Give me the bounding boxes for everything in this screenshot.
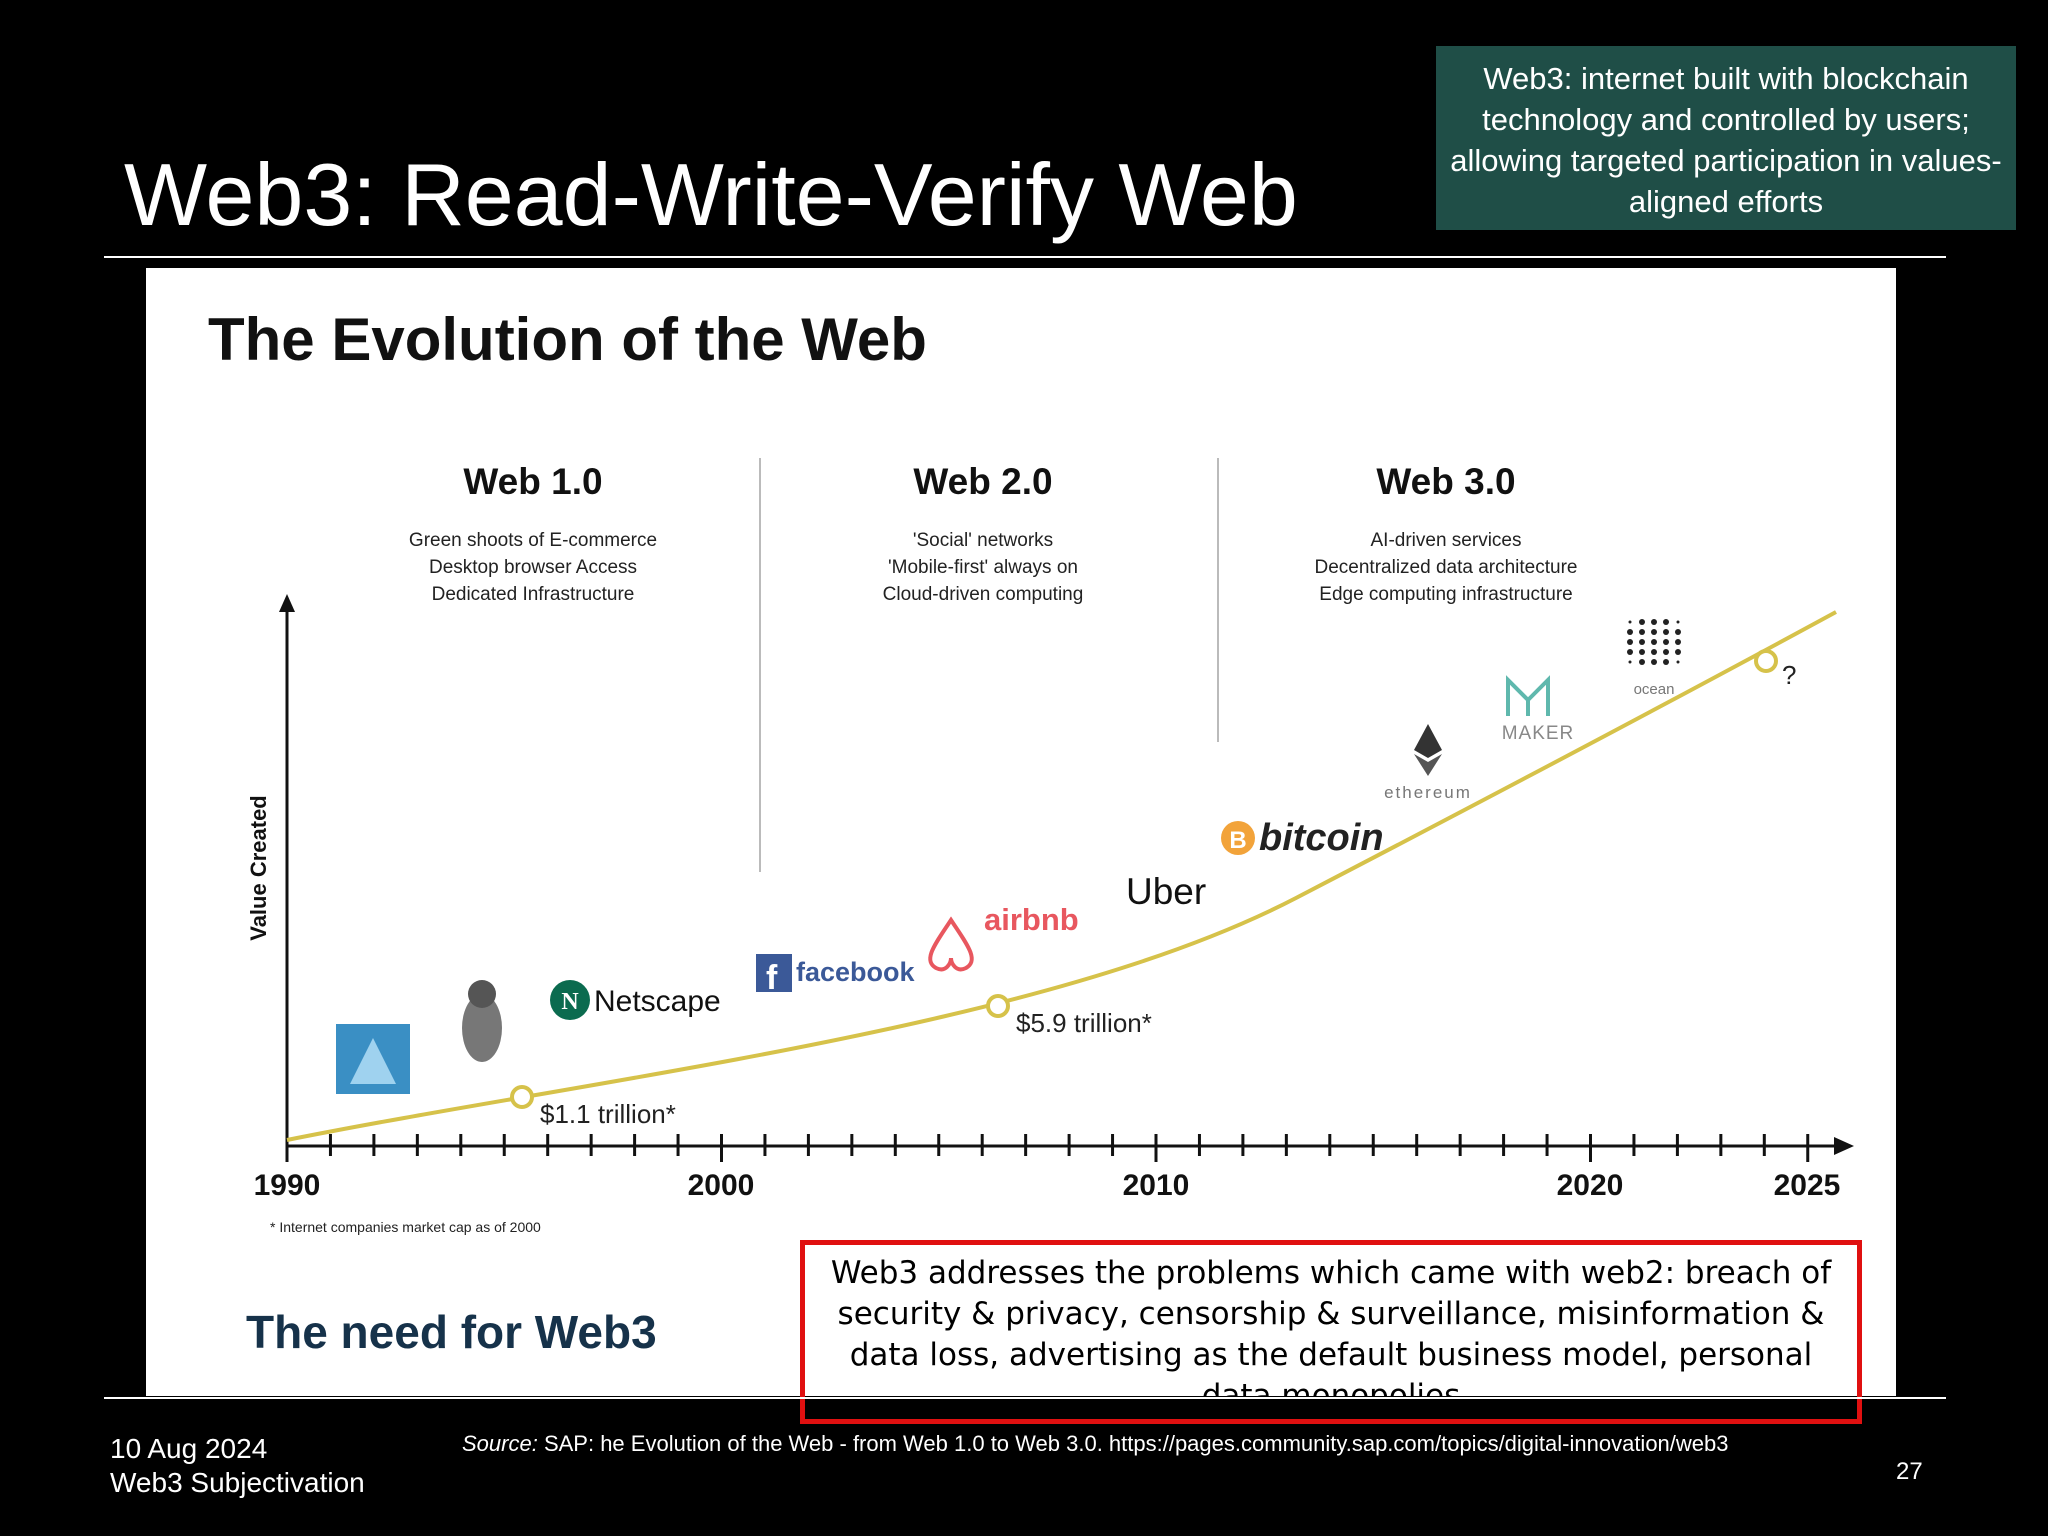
era-heading: Web 3.0 [1376, 461, 1515, 502]
ocean-dot [1675, 629, 1681, 635]
early-company-logo [336, 1024, 410, 1094]
source-text: SAP: he Evolution of the Web - from Web … [543, 1431, 1729, 1456]
x-tick-label: 2000 [688, 1169, 755, 1202]
era-heading: Web 1.0 [463, 461, 602, 502]
ocean-logo: ocean [1627, 619, 1681, 698]
ocean-dot [1675, 649, 1681, 655]
milestone-label: $5.9 trillion* [1016, 1008, 1152, 1038]
svg-text:bitcoin: bitcoin [1259, 817, 1384, 859]
y-axis-arrow [279, 594, 295, 612]
ocean-dot [1651, 639, 1657, 645]
era-description-line: Dedicated Infrastructure [432, 584, 635, 605]
x-tick-label: 2010 [1123, 1169, 1190, 1202]
bitcoin-logo: B bitcoin [1221, 817, 1384, 859]
ocean-dot [1675, 639, 1681, 645]
ocean-dot [1651, 629, 1657, 635]
page-number: 27 [1896, 1458, 1923, 1485]
era-description-line: Green shoots of E-commerce [409, 530, 657, 551]
evolution-chart: The Evolution of the Web Web 1.0 Web 2.0… [208, 306, 1854, 1358]
milestone-label: ? [1782, 660, 1796, 690]
ocean-dot [1639, 619, 1645, 625]
ocean-dot [1663, 639, 1669, 645]
evolution-figure: The Evolution of the Web Web 1.0 Web 2.0… [146, 268, 1896, 1396]
y-axis-label: Value Created [246, 795, 271, 941]
svg-text:facebook: facebook [796, 957, 916, 987]
uber-logo: Uber [1126, 871, 1206, 912]
value-curve [286, 610, 1837, 1142]
ocean-dot [1651, 619, 1657, 625]
era-description-line: Cloud-driven computing [883, 584, 1084, 605]
x-tick-label: 2020 [1557, 1169, 1624, 1202]
figure-title: The Evolution of the Web [208, 306, 927, 373]
milestone-marker [986, 994, 1010, 1018]
era-description-line: 'Social' networks [913, 530, 1053, 551]
milestone-marker [1754, 649, 1778, 673]
svg-text:airbnb: airbnb [984, 902, 1079, 937]
svg-text:ethereum: ethereum [1384, 783, 1472, 802]
mascot-logo [462, 980, 502, 1062]
era-description-line: Desktop browser Access [429, 557, 637, 578]
x-tick-label: 1990 [254, 1169, 321, 1202]
svg-text:Netscape: Netscape [594, 985, 721, 1018]
ocean-dot [1663, 659, 1669, 665]
ocean-dot [1651, 659, 1657, 665]
facebook-logo: f facebook [756, 954, 916, 997]
ocean-dot [1639, 649, 1645, 655]
ocean-dot [1676, 660, 1680, 664]
era-heading: Web 2.0 [913, 461, 1052, 502]
svg-text:MAKER: MAKER [1502, 723, 1575, 744]
ocean-dot [1663, 649, 1669, 655]
x-tick-label: 2025 [1774, 1169, 1841, 1202]
ocean-dot [1639, 629, 1645, 635]
need-heading: The need for Web3 [246, 1306, 657, 1358]
svg-text:B: B [1229, 827, 1246, 854]
definition-box: Web3: internet built with blockchain tec… [1436, 46, 2016, 230]
ethereum-logo: ethereum [1384, 724, 1472, 802]
era-description-line: Edge computing infrastructure [1319, 584, 1572, 605]
ocean-dot [1639, 659, 1645, 665]
svg-text:N: N [561, 989, 579, 1015]
maker-logo: MAKER [1502, 675, 1575, 744]
figure-footnote: * Internet companies market cap as of 20… [270, 1219, 541, 1235]
milestone-marker [510, 1085, 534, 1109]
ocean-dot [1628, 660, 1632, 664]
slide-title: Web3: Read-Write-Verify Web [124, 145, 1298, 244]
ocean-dot [1663, 629, 1669, 635]
ocean-dot [1651, 649, 1657, 655]
netscape-logo: N Netscape [550, 980, 721, 1020]
airbnb-logo: airbnb [928, 902, 1079, 972]
ocean-dot [1627, 629, 1633, 635]
era-description-line: Decentralized data architecture [1315, 557, 1578, 578]
footer-date: 10 Aug 2024 [110, 1433, 268, 1464]
milestone-label: $1.1 trillion* [540, 1099, 676, 1129]
ocean-dot [1676, 620, 1680, 624]
title-divider [104, 256, 1946, 258]
x-axis-arrow [1834, 1137, 1854, 1155]
ocean-dot [1628, 620, 1632, 624]
footer-source: Source: SAP: he Evolution of the Web - f… [462, 1430, 1729, 1458]
footer-divider [104, 1397, 1946, 1399]
ocean-dot [1639, 639, 1645, 645]
x-axis-ticks [285, 1134, 1810, 1162]
ocean-dot [1663, 619, 1669, 625]
svg-text:f: f [766, 959, 778, 997]
problems-callout: Web3 addresses the problems which came w… [800, 1240, 1862, 1424]
svg-text:ocean: ocean [1634, 681, 1675, 698]
era-description-line: 'Mobile-first' always on [888, 557, 1078, 578]
ocean-dot [1627, 649, 1633, 655]
footer-event: Web3 Subjectivation [110, 1467, 365, 1498]
source-label: Source: [462, 1431, 538, 1456]
ocean-dot [1627, 639, 1633, 645]
era-description-line: AI-driven services [1371, 530, 1522, 551]
